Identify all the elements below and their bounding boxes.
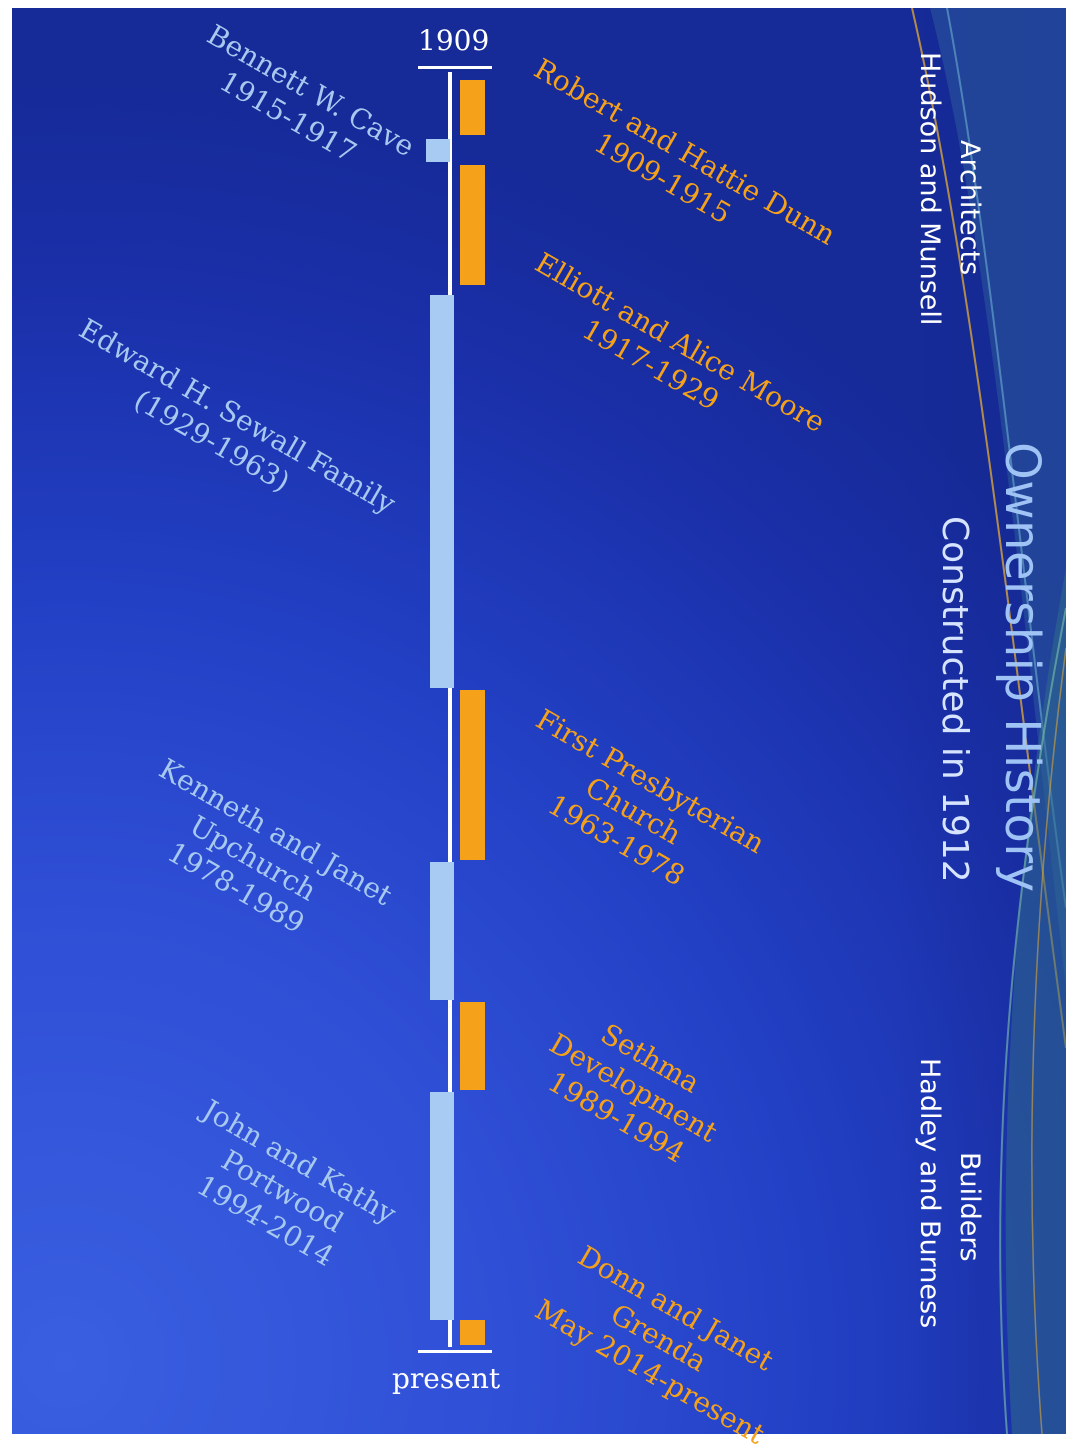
construction-year-text: Constructed in 1912 xyxy=(934,516,975,883)
timeline-end-label: present xyxy=(392,1362,501,1395)
owner-period-bar xyxy=(460,165,485,285)
timeline-start-label: 1909 xyxy=(418,24,490,57)
timeline-start-tick xyxy=(418,66,492,69)
owner-period-bar xyxy=(460,1320,485,1345)
owner-period-bar xyxy=(430,862,454,1000)
decorative-waves xyxy=(911,8,1066,1434)
architects-names: Hudson and Munsell xyxy=(914,52,945,326)
owner-period-bar xyxy=(426,139,450,162)
owner-period-bar xyxy=(460,1002,485,1090)
builders-names: Hadley and Burness xyxy=(914,1058,945,1329)
timeline-axis xyxy=(448,72,452,1347)
builders-label: Builders xyxy=(954,1152,985,1262)
slide-title: Ownership History xyxy=(994,442,1050,893)
owner-period-bar xyxy=(460,690,485,860)
owner-period-bar xyxy=(430,295,454,688)
owner-period-bar xyxy=(430,1092,454,1320)
architects-label: Architects xyxy=(954,140,985,276)
slide xyxy=(12,8,1066,1434)
timeline-end-tick xyxy=(418,1350,492,1353)
owner-period-bar xyxy=(460,80,485,135)
